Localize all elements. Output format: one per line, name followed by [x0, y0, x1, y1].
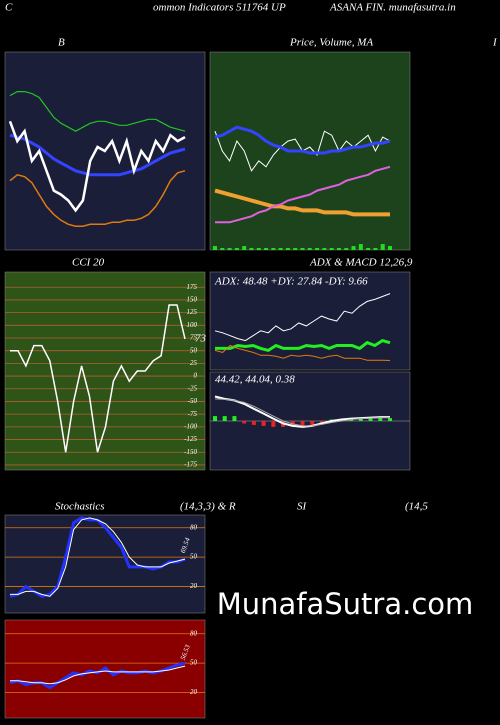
y-tick-label: 80 — [190, 629, 198, 637]
bar — [307, 248, 312, 250]
bar — [300, 421, 305, 426]
y-tick-label: 175 — [187, 283, 198, 291]
header-middle: ommon Indicators 511764 UP — [153, 2, 286, 14]
panel — [4, 514, 206, 614]
panel-title: Stochastics — [55, 501, 105, 513]
bar — [249, 248, 254, 250]
y-tick-label: -125 — [184, 435, 197, 443]
y-tick-label: 50 — [190, 659, 198, 667]
bar — [242, 421, 247, 424]
panel-title: Price, Volume, MA — [289, 37, 373, 49]
series-line — [214, 344, 391, 361]
panel — [209, 271, 411, 371]
bar — [380, 244, 385, 250]
y-tick-label: 20 — [190, 688, 198, 696]
bar — [234, 248, 239, 250]
panel-title: ADX & MACD 12,26,9 — [309, 257, 413, 269]
y-tick-label: 75 — [190, 334, 198, 342]
bar — [322, 248, 327, 250]
bar — [378, 418, 383, 421]
series-line — [10, 665, 186, 685]
panel-title: B — [58, 37, 65, 49]
annotation: ADX: 48.48 +DY: 27.84 -DY: 9.66 — [214, 276, 368, 288]
bar — [388, 246, 392, 250]
bar — [261, 421, 266, 426]
series-line — [9, 133, 186, 177]
y-tick-label: 50 — [190, 553, 198, 561]
bar — [256, 248, 261, 250]
y-tick-label: 50 — [190, 346, 198, 354]
y-tick-label: 25 — [190, 359, 198, 367]
bar — [336, 248, 341, 250]
y-tick-label: -25 — [188, 384, 198, 392]
bar — [278, 248, 283, 250]
title-fragment: (14,5 — [405, 501, 428, 513]
series-line — [215, 165, 391, 224]
series-line — [10, 304, 186, 453]
bar — [213, 416, 217, 421]
bar — [271, 421, 276, 427]
y-tick-label: -150 — [184, 448, 197, 456]
bar — [315, 248, 320, 250]
series-line — [9, 170, 186, 227]
bar — [213, 246, 217, 250]
series-line — [215, 338, 391, 353]
bar — [358, 244, 363, 250]
y-tick-label: 150 — [187, 296, 198, 304]
last-value: 73 — [195, 333, 207, 345]
y-tick-label: -75 — [188, 410, 198, 418]
bar — [222, 416, 227, 421]
bar — [368, 418, 373, 421]
bar — [227, 248, 232, 250]
bar — [329, 248, 334, 250]
series-line — [10, 517, 186, 597]
y-tick-label: -100 — [184, 422, 197, 430]
series-line — [214, 398, 390, 427]
y-tick-label: -175 — [184, 461, 197, 469]
header-right: ASANA FIN. munafasutra.in — [329, 2, 456, 14]
annotation: 44.42, 44.04, 0.38 — [215, 374, 295, 386]
bar — [300, 248, 305, 250]
bar — [373, 248, 378, 250]
title-fragment: I — [492, 37, 498, 49]
bar — [220, 248, 225, 250]
bar — [232, 416, 237, 421]
bar — [271, 248, 276, 250]
bar — [344, 248, 349, 250]
bar — [251, 421, 256, 425]
panel-title: CCI 20 — [72, 257, 105, 269]
y-tick-label: 0 — [194, 372, 198, 380]
series-line — [214, 293, 391, 342]
bar — [310, 421, 315, 425]
bar — [351, 246, 356, 250]
y-tick-label: 100 — [187, 321, 198, 329]
title-fragment: SI — [297, 501, 308, 513]
panel — [4, 271, 206, 471]
bar — [264, 248, 269, 250]
series-line — [214, 188, 390, 217]
series-line — [8, 120, 186, 213]
bar — [319, 421, 324, 424]
series-line — [214, 125, 391, 155]
header-left: C — [5, 2, 13, 14]
title-fragment: (14,3,3) & R — [180, 501, 236, 513]
y-tick-label: 80 — [190, 523, 198, 531]
bar — [285, 248, 290, 250]
bar — [366, 248, 371, 250]
panel — [209, 51, 411, 251]
series-line — [9, 91, 186, 132]
bar — [358, 418, 363, 421]
y-tick-label: 125 — [187, 308, 198, 316]
bar — [293, 248, 298, 250]
watermark: MunafaSutra.com — [217, 587, 474, 621]
y-tick-label: -50 — [188, 397, 198, 405]
bar — [242, 246, 247, 250]
bar — [388, 418, 392, 421]
y-tick-label: 20 — [190, 582, 198, 590]
